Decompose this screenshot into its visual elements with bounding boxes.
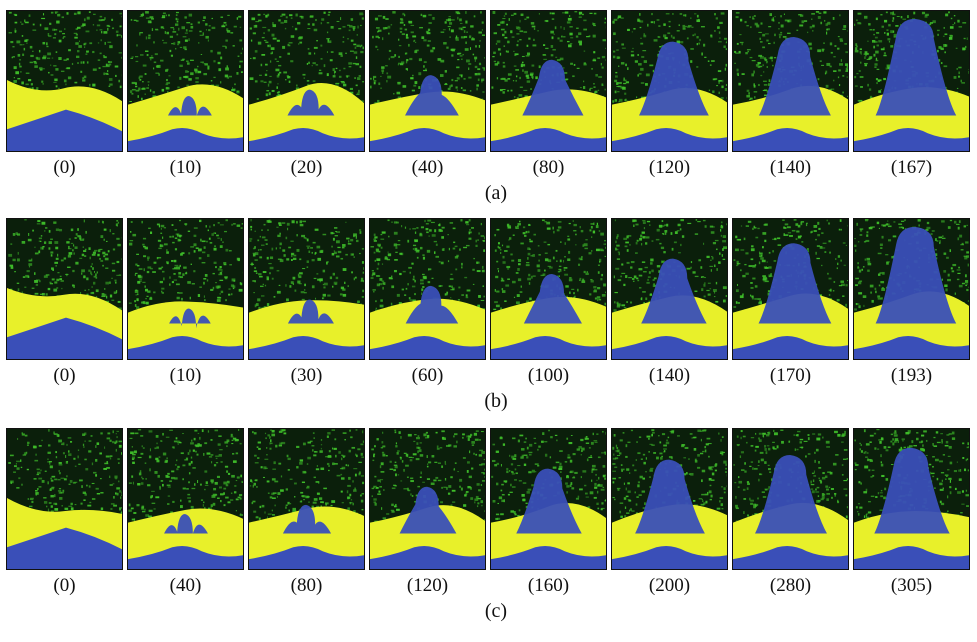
simulation-frame (6, 218, 123, 360)
simulation-frame (611, 10, 728, 152)
frame-image (733, 219, 848, 359)
panel-label: (b) (484, 390, 508, 412)
step-label: (140) (769, 157, 812, 178)
step-label: (193) (890, 365, 933, 386)
step-label: (280) (769, 575, 812, 596)
frame-image (612, 219, 727, 359)
simulation-frame (127, 10, 244, 152)
simulation-frame (127, 218, 244, 360)
simulation-frame (853, 10, 970, 152)
panel-label: (c) (484, 600, 508, 622)
frame-image (491, 219, 606, 359)
simulation-frame (248, 10, 365, 152)
simulation-frame (6, 428, 123, 570)
frame-image (128, 219, 243, 359)
step-label: (200) (648, 575, 691, 596)
simulation-frame (611, 428, 728, 570)
step-label: (30) (290, 365, 323, 386)
simulation-frame (127, 428, 244, 570)
step-label: (160) (527, 575, 570, 596)
frame-image (733, 11, 848, 151)
step-label: (60) (411, 365, 444, 386)
step-label: (10) (169, 157, 202, 178)
simulation-frame (732, 428, 849, 570)
step-label: (120) (648, 157, 691, 178)
frame-image (370, 11, 485, 151)
step-label: (40) (169, 575, 202, 596)
frame-image (370, 219, 485, 359)
frame-image (612, 11, 727, 151)
panel-label: (a) (484, 182, 508, 204)
frame-image (128, 11, 243, 151)
panel-row-1: (0) (10) (20) (40) (80) (120) (140) (167) (a) (6, 10, 974, 203)
simulation-frame (732, 10, 849, 152)
frame-image (491, 429, 606, 569)
frame-image (370, 429, 485, 569)
step-label: (0) (53, 365, 76, 386)
panel-row-3: (0) (40) (80) (120) (160) (200) (280) (305) (c) (6, 428, 974, 621)
frame-image (612, 429, 727, 569)
frame-image (7, 429, 122, 569)
step-label: (80) (532, 157, 565, 178)
simulation-frame (369, 218, 486, 360)
simulation-frame (853, 428, 970, 570)
frame-image (249, 429, 364, 569)
simulation-frame (611, 218, 728, 360)
step-label: (0) (53, 157, 76, 178)
panel-row-2: (0) (10) (30) (60) (100) (140) (170) (193) (b) (6, 218, 974, 411)
frame-image (854, 11, 969, 151)
step-label: (170) (769, 365, 812, 386)
step-label: (305) (890, 575, 933, 596)
simulation-frame (853, 218, 970, 360)
frame-image (128, 429, 243, 569)
step-label: (167) (890, 157, 933, 178)
step-label: (20) (290, 157, 323, 178)
simulation-frame (6, 10, 123, 152)
simulation-frame (490, 428, 607, 570)
simulation-frame (248, 218, 365, 360)
frame-image (491, 11, 606, 151)
simulation-frame (369, 10, 486, 152)
frame-image (7, 219, 122, 359)
frame-image (7, 11, 122, 151)
simulation-frame (248, 428, 365, 570)
frame-image (854, 429, 969, 569)
step-label: (120) (406, 575, 449, 596)
frame-image (733, 429, 848, 569)
step-label: (80) (290, 575, 323, 596)
simulation-frame (369, 428, 486, 570)
simulation-frame (732, 218, 849, 360)
step-label: (100) (527, 365, 570, 386)
step-label: (40) (411, 157, 444, 178)
simulation-frame (490, 10, 607, 152)
step-label: (140) (648, 365, 691, 386)
frame-image (249, 219, 364, 359)
step-label: (10) (169, 365, 202, 386)
simulation-frame (490, 218, 607, 360)
frame-image (854, 219, 969, 359)
frame-image (249, 11, 364, 151)
step-label: (0) (53, 575, 76, 596)
